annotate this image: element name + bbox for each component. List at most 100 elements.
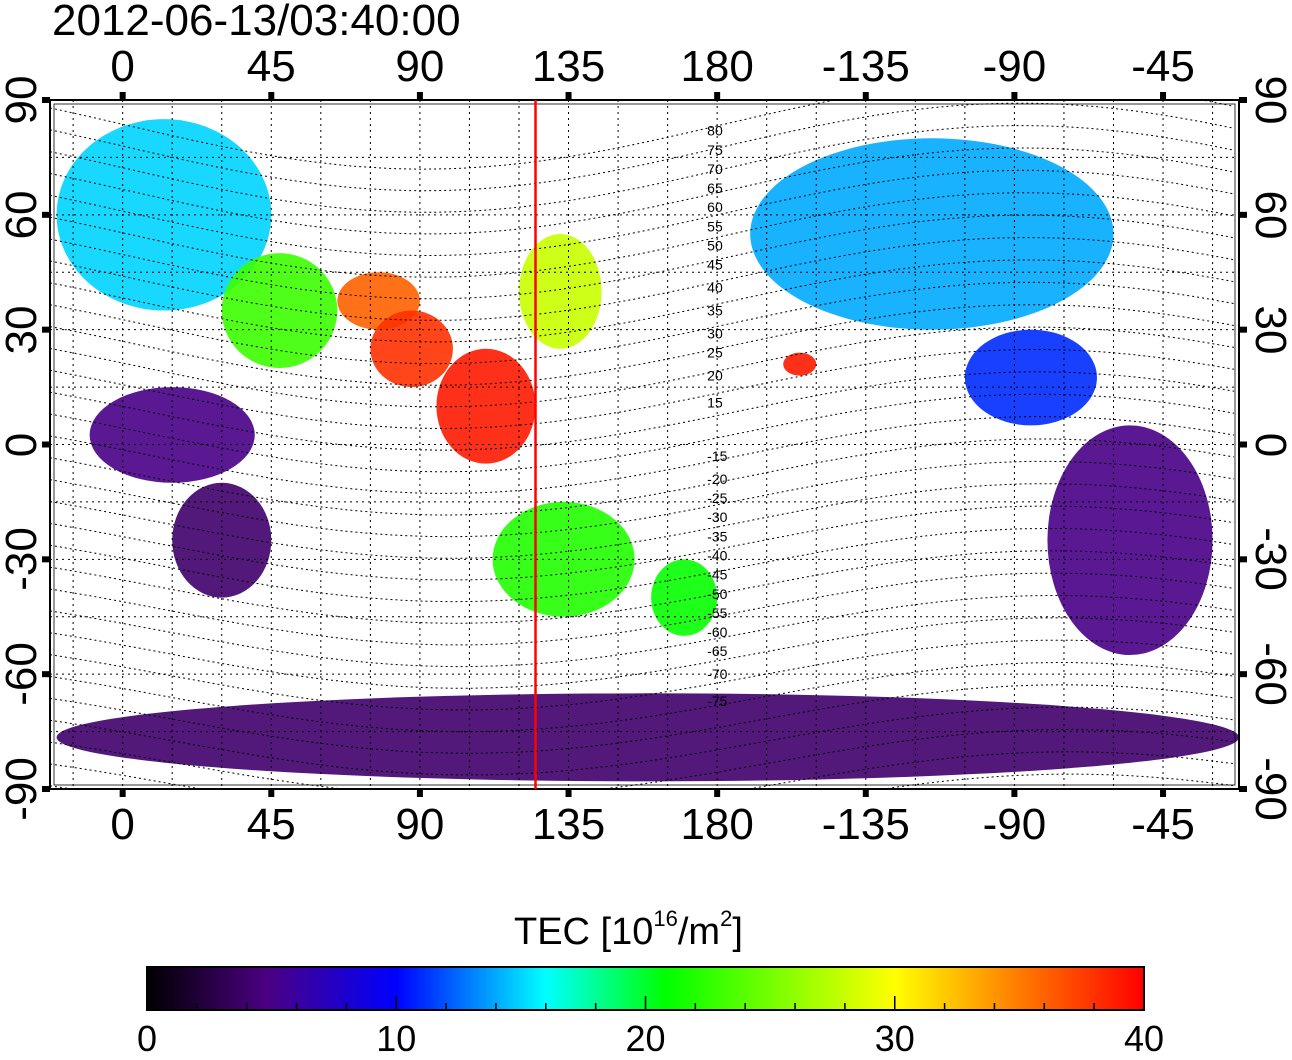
x-tick-label-top: 180	[680, 42, 754, 91]
mag-contour	[50, 684, 1235, 754]
x-tick-label-top: -90	[982, 42, 1047, 91]
tec-region-southeast-asia	[436, 348, 536, 464]
tec-region-africa-south	[172, 482, 272, 598]
y-tick-label-left: 30	[0, 305, 46, 355]
contour-label: -75	[707, 693, 727, 709]
contour-label: 30	[707, 325, 723, 341]
contour-label: 50	[707, 237, 723, 253]
colorbar-tick-label: 0	[136, 1018, 158, 1059]
contour-label: 25	[707, 345, 723, 361]
mag-contour	[50, 259, 1235, 343]
x-tick-label-bottom: -90	[982, 800, 1047, 849]
y-tick-label-left: 0	[0, 432, 46, 457]
mag-contour	[50, 281, 1235, 365]
contour-label: 55	[707, 218, 723, 234]
contour-label: -25	[707, 490, 727, 506]
contour-label: 60	[707, 199, 723, 215]
tec-region-middle-east	[221, 253, 338, 368]
contour-label: 75	[707, 142, 723, 158]
colorbar	[146, 966, 1145, 1011]
contour-label: -65	[707, 643, 727, 659]
magnetic-latitude-contours	[50, 100, 1235, 862]
y-tick-label-left: 60	[0, 190, 46, 240]
contour-label: 35	[707, 303, 723, 319]
x-tick-label-bottom: 90	[395, 800, 445, 849]
x-tick-label-top: -135	[821, 42, 910, 91]
contour-label: -50	[707, 586, 727, 602]
colorbar-ticks	[146, 996, 1145, 1010]
x-tick-label-bottom: 180	[680, 800, 754, 849]
contour-label: 15	[707, 394, 723, 410]
contour-label: 40	[707, 280, 723, 296]
tec-region-antarctica	[56, 693, 1239, 782]
mag-contour	[50, 550, 1235, 624]
tec-region-south-america	[1047, 425, 1213, 656]
mag-contour	[50, 572, 1235, 646]
mag-contour	[50, 169, 1235, 256]
lat-lon-grid	[50, 100, 1239, 789]
mag-contour	[50, 617, 1235, 689]
mag-contour	[50, 639, 1235, 711]
frame-ticks	[42, 92, 1247, 797]
contour-label: -45	[707, 567, 727, 583]
y-tick-label-left: -60	[0, 642, 46, 706]
mag-contour	[50, 102, 1235, 192]
contour-labels: 80 75 70 65 60 55 50 45 40 35 30 25 20 15 -15 -20 -25 -30…	[707, 123, 727, 709]
y-tick-label-right: 30	[1246, 305, 1292, 355]
mag-contour	[50, 125, 1235, 213]
mag-contour	[50, 483, 1235, 559]
y-tick-label-right: -90	[1246, 757, 1292, 821]
contour-label: -30	[707, 509, 727, 525]
tec-region-south-asia	[370, 310, 453, 388]
x-tick-label-bottom: 45	[246, 800, 296, 849]
mag-contour	[50, 304, 1235, 386]
x-tick-label-bottom: 0	[110, 800, 135, 849]
colorbar-tick-label: 20	[625, 1018, 666, 1059]
contour-label: -20	[707, 471, 727, 487]
tec-region-australia	[492, 501, 635, 617]
y-tick-label-left: 90	[0, 75, 46, 125]
contour-label: -35	[707, 528, 727, 544]
mag-contour	[50, 505, 1235, 581]
y-tick-label-right: -60	[1246, 642, 1292, 706]
mag-contour	[50, 192, 1235, 278]
plot-title: 2012-06-13/03:40:00	[52, 0, 461, 45]
tec-region-east-asia	[518, 233, 602, 349]
mag-contour	[50, 147, 1235, 235]
contour-label: -40	[707, 548, 727, 564]
mag-contour	[50, 773, 1235, 789]
contour-label: -15	[707, 448, 727, 464]
contour-label: -60	[707, 624, 727, 640]
contour-label: -70	[707, 666, 727, 682]
mag-contour	[50, 595, 1235, 668]
x-tick-label-top: 45	[246, 42, 296, 91]
mag-contour	[50, 237, 1235, 321]
contour-label: -55	[707, 605, 727, 621]
x-tick-label-top: -45	[1131, 42, 1195, 91]
mag-contour	[50, 393, 1235, 473]
tec-region-central-america	[964, 329, 1097, 426]
colorbar-tick-label: 30	[874, 1018, 915, 1059]
contour-label: 20	[707, 368, 723, 384]
mag-contour	[50, 438, 1235, 516]
colorbar-tick-label: 40	[1123, 1018, 1165, 1059]
contour-label: 45	[707, 257, 723, 273]
y-tick-label-right: 60	[1246, 190, 1292, 240]
y-tick-label-left: -30	[0, 527, 46, 592]
x-tick-label-bottom: -135	[821, 800, 910, 849]
tec-region-africa-north	[89, 387, 255, 483]
x-tick-label-top: 90	[395, 42, 445, 91]
mag-contour	[50, 214, 1235, 300]
mag-contour	[50, 460, 1235, 538]
tec-region-hawaii	[783, 352, 817, 376]
mag-contour	[50, 371, 1235, 451]
plot-area: 80 75 70 65 60 55 50 45 40 35 30 25 20 15 -15 -20 -25 -30…	[50, 100, 1239, 862]
mag-contour	[50, 326, 1235, 408]
x-tick-label-top: 135	[531, 42, 606, 91]
contour-label: 70	[707, 161, 723, 177]
colorbar-title: TEC [1016/m2]	[514, 906, 743, 953]
mag-contour	[50, 797, 1234, 862]
x-tick-label-bottom: -45	[1131, 800, 1195, 849]
contour-label: 65	[707, 180, 723, 196]
